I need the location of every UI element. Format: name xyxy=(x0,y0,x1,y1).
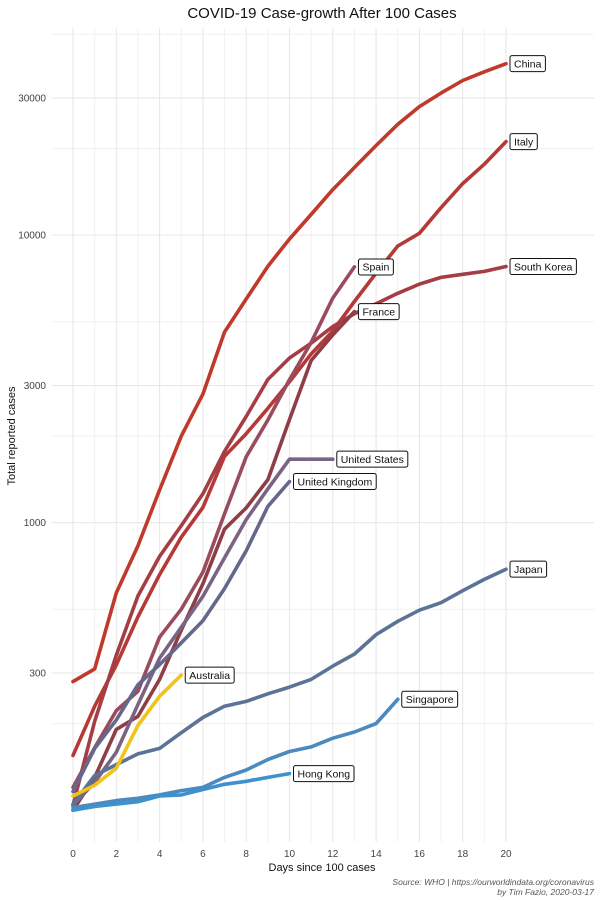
y-tick-label: 30000 xyxy=(18,94,46,105)
series-line-united-states xyxy=(71,457,335,808)
x-tick-label: 16 xyxy=(414,849,426,860)
series-label-south-korea: South Korea xyxy=(509,258,577,276)
series-line-spain xyxy=(71,265,357,790)
x-tick-label: 0 xyxy=(70,849,76,860)
y-tick-label: 1000 xyxy=(24,518,47,529)
grid-lines xyxy=(52,28,594,842)
x-tick-label: 2 xyxy=(114,849,120,860)
chart-title: COVID-19 Case-growth After 100 Cases xyxy=(187,5,456,22)
series-lines xyxy=(71,61,508,813)
series-line-australia xyxy=(71,673,184,798)
series-label-spain: Spain xyxy=(357,258,394,276)
series-line-south-korea xyxy=(71,264,508,808)
series-label-singapore: Singapore xyxy=(401,690,459,708)
author-caption: by Tim Fazio, 2020-03-17 xyxy=(497,887,594,897)
y-tick-label: 10000 xyxy=(18,231,46,242)
series-label-hong-kong: Hong Kong xyxy=(293,765,355,783)
y-axis-label: Total reported cases xyxy=(6,386,18,486)
series-labels: China Italy South Korea Spain France United S… xyxy=(184,55,577,783)
series-label-china: China xyxy=(509,55,546,73)
series-line-hong-kong xyxy=(71,771,292,813)
svg-text:Italy: Italy xyxy=(514,136,534,148)
svg-text:Spain: Spain xyxy=(362,262,389,274)
series-line-japan xyxy=(71,567,508,806)
series-label-japan: Japan xyxy=(509,560,548,578)
series-label-united-kingdom: United Kingdom xyxy=(293,472,377,490)
svg-text:China: China xyxy=(514,58,542,70)
x-tick-label: 18 xyxy=(457,849,469,860)
x-tick-label: 8 xyxy=(243,849,249,860)
svg-text:Hong Kong: Hong Kong xyxy=(298,768,351,780)
series-line-singapore xyxy=(71,697,400,810)
svg-text:Japan: Japan xyxy=(514,564,543,576)
series-label-united-states: United States xyxy=(336,450,409,468)
x-tick-label: 20 xyxy=(500,849,512,860)
series-label-australia: Australia xyxy=(184,666,235,684)
x-tick-label: 10 xyxy=(284,849,296,860)
x-tick-label: 4 xyxy=(157,849,163,860)
series-label-italy: Italy xyxy=(509,133,538,151)
x-axis-label: Days since 100 cases xyxy=(269,862,376,874)
series-label-france: France xyxy=(357,303,400,321)
svg-text:South Korea: South Korea xyxy=(514,261,573,273)
series-line-france xyxy=(71,309,357,813)
x-tick-label: 6 xyxy=(200,849,206,860)
series-line-china xyxy=(71,61,508,684)
x-tick-label: 12 xyxy=(327,849,339,860)
svg-text:United States: United States xyxy=(341,454,404,466)
y-tick-label: 3000 xyxy=(24,381,47,392)
series-line-united-kingdom xyxy=(71,479,292,794)
x-tick-label: 14 xyxy=(371,849,383,860)
svg-text:Australia: Australia xyxy=(189,670,230,682)
svg-text:Singapore: Singapore xyxy=(406,694,454,706)
axis-ticks: 0 2 4 6 8 10 12 14 16 18 20 300 1000 3000 10000 30000 xyxy=(18,94,512,861)
svg-text:France: France xyxy=(362,306,395,318)
svg-text:United Kingdom: United Kingdom xyxy=(298,476,373,488)
source-caption: Source: WHO | https://ourworldindata.org… xyxy=(392,877,594,887)
y-tick-label: 300 xyxy=(29,669,46,680)
